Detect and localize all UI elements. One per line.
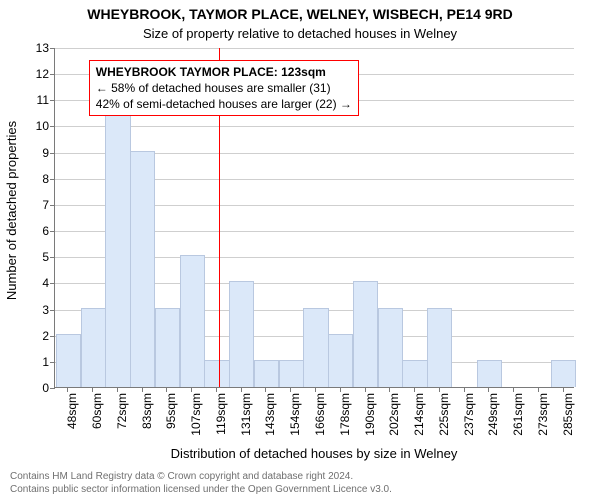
- chart-subtitle: Size of property relative to detached ho…: [0, 26, 600, 41]
- y-axis-label: Number of detached properties: [0, 0, 24, 420]
- bar: [279, 360, 304, 387]
- annotation-header: WHEYBROOK TAYMOR PLACE: 123sqm: [96, 64, 352, 80]
- y-tick-label: 8: [42, 172, 49, 186]
- x-tick-mark: [92, 387, 93, 392]
- bar: [130, 151, 155, 387]
- bar: [81, 308, 106, 387]
- bar: [303, 308, 328, 387]
- x-tick-label: 60sqm: [90, 393, 104, 429]
- attribution-line-1: Contains HM Land Registry data © Crown c…: [10, 471, 392, 484]
- x-tick-mark: [488, 387, 489, 392]
- x-tick-mark: [464, 387, 465, 392]
- y-tick-label: 7: [42, 198, 49, 212]
- x-tick-label: 214sqm: [412, 393, 426, 436]
- chart-plot-area: 01234567891011121348sqm60sqm72sqm83sqm95…: [54, 48, 574, 388]
- x-tick-label: 48sqm: [65, 393, 79, 429]
- y-tick-mark: [50, 388, 55, 389]
- x-tick-label: 83sqm: [140, 393, 154, 429]
- bar: [180, 255, 205, 387]
- x-tick-mark: [216, 387, 217, 392]
- annotation-box: WHEYBROOK TAYMOR PLACE: 123sqm← 58% of d…: [89, 60, 359, 117]
- attribution: Contains HM Land Registry data © Crown c…: [10, 471, 392, 496]
- y-tick-label: 5: [42, 250, 49, 264]
- x-tick-label: 225sqm: [437, 393, 451, 436]
- x-tick-mark: [414, 387, 415, 392]
- chart-title-address: WHEYBROOK, TAYMOR PLACE, WELNEY, WISBECH…: [0, 6, 600, 22]
- x-tick-label: 261sqm: [511, 393, 525, 436]
- bar: [56, 334, 81, 387]
- y-tick-label: 3: [42, 303, 49, 317]
- x-tick-label: 202sqm: [387, 393, 401, 436]
- x-tick-label: 154sqm: [288, 393, 302, 436]
- x-tick-mark: [142, 387, 143, 392]
- x-tick-label: 143sqm: [263, 393, 277, 436]
- x-tick-mark: [191, 387, 192, 392]
- x-tick-mark: [389, 387, 390, 392]
- x-tick-label: 166sqm: [313, 393, 327, 436]
- x-tick-mark: [67, 387, 68, 392]
- bar: [378, 308, 403, 387]
- x-tick-label: 273sqm: [536, 393, 550, 436]
- x-tick-label: 72sqm: [115, 393, 129, 429]
- x-tick-mark: [365, 387, 366, 392]
- bar: [328, 334, 353, 387]
- y-tick-label: 1: [42, 355, 49, 369]
- bar: [551, 360, 576, 387]
- bar: [427, 308, 452, 387]
- bar: [477, 360, 502, 387]
- y-tick-label: 0: [42, 381, 49, 395]
- x-tick-mark: [117, 387, 118, 392]
- y-tick-label: 10: [36, 119, 49, 133]
- bar: [229, 281, 254, 387]
- y-tick-label: 6: [42, 224, 49, 238]
- annotation-line-3: 42% of semi-detached houses are larger (…: [96, 96, 352, 112]
- bar: [254, 360, 279, 387]
- x-tick-label: 190sqm: [363, 393, 377, 436]
- x-tick-mark: [241, 387, 242, 392]
- x-axis-label: Distribution of detached houses by size …: [54, 446, 574, 461]
- x-tick-label: 119sqm: [214, 393, 228, 435]
- bar: [204, 360, 229, 387]
- y-tick-label: 11: [37, 93, 49, 107]
- attribution-line-2: Contains public sector information licen…: [10, 484, 392, 497]
- bar: [155, 308, 180, 387]
- y-tick-label: 9: [42, 146, 49, 160]
- bar: [105, 98, 130, 387]
- x-tick-mark: [563, 387, 564, 392]
- bar: [353, 281, 378, 387]
- x-tick-mark: [166, 387, 167, 392]
- annotation-line-2: ← 58% of detached houses are smaller (31…: [96, 80, 352, 96]
- x-tick-mark: [513, 387, 514, 392]
- x-tick-label: 95sqm: [164, 393, 178, 429]
- x-tick-label: 237sqm: [462, 393, 476, 436]
- x-tick-mark: [265, 387, 266, 392]
- x-tick-label: 249sqm: [486, 393, 500, 436]
- x-tick-mark: [439, 387, 440, 392]
- x-tick-mark: [340, 387, 341, 392]
- y-tick-label: 13: [36, 41, 49, 55]
- x-tick-mark: [315, 387, 316, 392]
- x-tick-label: 285sqm: [561, 393, 575, 436]
- x-tick-mark: [538, 387, 539, 392]
- y-tick-label: 2: [42, 329, 49, 343]
- x-tick-label: 107sqm: [189, 393, 203, 436]
- x-tick-label: 131sqm: [239, 393, 253, 436]
- x-tick-mark: [290, 387, 291, 392]
- y-tick-label: 12: [36, 67, 49, 81]
- bar: [402, 360, 427, 387]
- y-axis-label-text: Number of detached properties: [5, 120, 20, 299]
- x-tick-label: 178sqm: [338, 393, 352, 436]
- y-tick-label: 4: [42, 276, 49, 290]
